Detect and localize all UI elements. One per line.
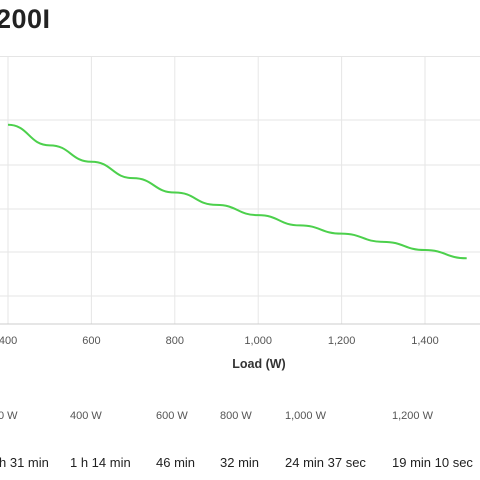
x-tick-label: 800	[166, 335, 184, 347]
chart-grid	[0, 57, 480, 325]
x-tick-label: 1,000	[244, 335, 272, 347]
x-tick-label: 600	[82, 335, 100, 347]
table-runtime-cell: 32 min	[220, 455, 260, 470]
table-load-cell: 0 W	[0, 410, 18, 422]
table-load-cell: 1,000 W	[285, 410, 326, 422]
chart-series	[7, 123, 467, 260]
x-tick-label: 1,400	[411, 335, 439, 347]
x-axis-label: Load (W)	[232, 357, 285, 371]
table-runtime-cell: 1 h 14 min	[70, 455, 131, 470]
x-tick-label: 400	[0, 335, 17, 347]
x-axis-ticks: 400 600 800 1,000 1,200 1,400	[0, 335, 439, 347]
table-load-cell: 400 W	[70, 410, 102, 422]
table-runtime-cell: h 31 min	[0, 455, 49, 470]
table-runtime-cell: 46 min	[156, 455, 196, 470]
table-load-cell: 600 W	[156, 410, 188, 422]
table-runtime-cell: 19 min 10 sec	[392, 455, 473, 470]
table-load-cell: 800 W	[220, 410, 252, 422]
x-tick-label: 1,200	[328, 335, 356, 347]
table-load-cell: 1,200 W	[392, 410, 433, 422]
runtime-series-line	[7, 123, 467, 260]
table-runtime-cell: 24 min 37 sec	[285, 455, 366, 470]
chart-title: 200I	[0, 4, 51, 34]
title-divider	[0, 56, 480, 57]
